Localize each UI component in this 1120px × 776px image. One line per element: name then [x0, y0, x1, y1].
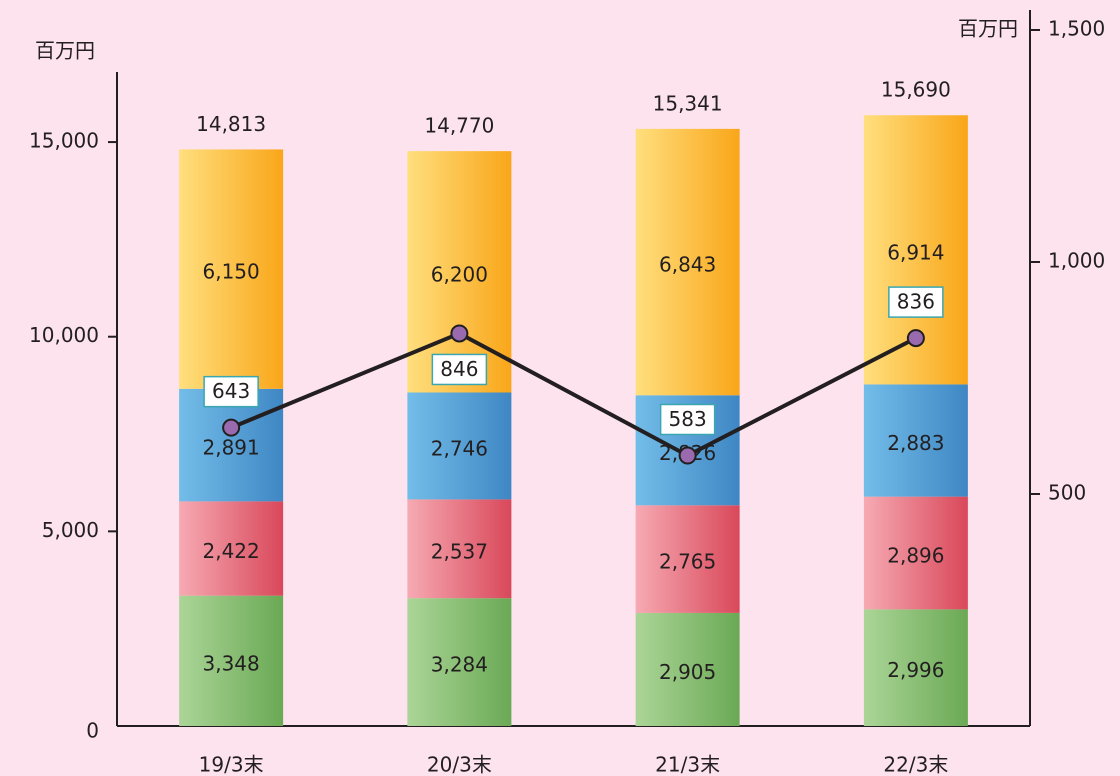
bar-segment: [179, 388, 284, 502]
line-value-label: 643: [212, 379, 250, 403]
y-tick-label: 0: [86, 719, 99, 743]
bar-value-label: 2,422: [202, 539, 259, 563]
bar-value-label: 2,891: [202, 436, 259, 460]
bar-segment: [635, 612, 740, 726]
y-axis-title: 百万円: [35, 39, 95, 63]
bar-value-label: 2,746: [431, 436, 488, 460]
x-tick-label: 21/3末: [655, 753, 720, 776]
bar-value-label: 2,896: [887, 544, 944, 568]
line-marker: [222, 418, 241, 437]
bar-segment: [407, 392, 512, 500]
bar-segment: [635, 128, 740, 396]
line-marker: [678, 446, 697, 465]
bar-segment: [407, 598, 512, 726]
y2-tick-label: 1,500: [1048, 17, 1105, 41]
bar-value-label: 3,348: [202, 651, 259, 675]
total-label: 14,770: [424, 114, 494, 138]
bar-value-label: 2,537: [431, 539, 488, 563]
y-tick-label: 10,000: [29, 323, 99, 347]
bar-value-label: 6,914: [887, 240, 944, 264]
bar-segment: [179, 501, 284, 596]
bar-segment: [863, 496, 968, 610]
line-label-box: [431, 353, 488, 386]
line-value-label: 583: [669, 407, 707, 431]
line-value-label: 846: [440, 357, 478, 381]
line-marker: [450, 324, 469, 343]
bar-value-label: 2,765: [659, 550, 716, 574]
total-label: 14,813: [196, 112, 266, 136]
y-tick-label: 5,000: [42, 518, 99, 542]
bar-value-label: 6,843: [659, 253, 716, 277]
line: [230, 331, 917, 458]
bar-segment: [407, 499, 512, 599]
line-label-box: [888, 286, 944, 318]
bar-segment: [179, 595, 284, 726]
y2-tick-label: 500: [1048, 481, 1086, 505]
bar-value-label: 6,150: [202, 260, 259, 284]
y2-axis-title: 百万円: [958, 17, 1018, 41]
line-marker: [906, 329, 925, 348]
x-tick-label: 20/3末: [427, 753, 492, 776]
bar-value-label: 2,883: [887, 431, 944, 455]
line-label-box: [203, 375, 259, 408]
bar-value-label: 2,996: [887, 658, 944, 682]
y-tick-label: 15,000: [29, 129, 99, 153]
bar-segment: [179, 149, 284, 389]
x-tick-label: 22/3末: [883, 753, 948, 776]
bar-segment: [863, 609, 968, 726]
line-label-box: [659, 403, 716, 436]
bar-value-label: 2,905: [659, 660, 716, 684]
bar-segment: [635, 505, 740, 613]
x-tick-label: 19/3末: [199, 753, 264, 776]
total-label: 15,690: [881, 78, 951, 102]
bar-value-label: 6,200: [431, 262, 488, 286]
y2-tick-label: 1,000: [1048, 249, 1105, 273]
bar-value-label: 3,284: [431, 653, 488, 677]
total-label: 15,341: [653, 91, 723, 115]
bar-segment: [863, 384, 968, 497]
line-value-label: 836: [897, 290, 935, 314]
